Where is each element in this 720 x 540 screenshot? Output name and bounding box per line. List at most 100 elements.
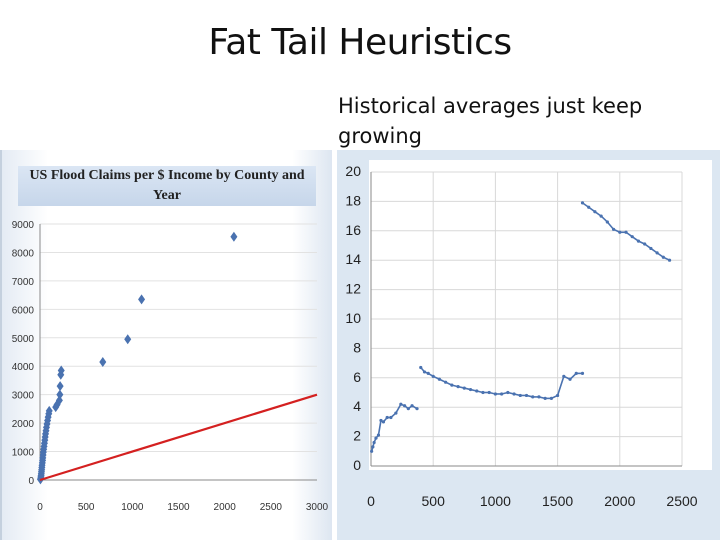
data-point (372, 440, 376, 445)
data-point (524, 393, 529, 398)
data-point (493, 392, 497, 396)
data-point (556, 393, 560, 398)
x-tick-label: 0 (37, 502, 43, 513)
data-point (57, 365, 65, 376)
data-point (55, 395, 63, 406)
data-point (475, 389, 479, 393)
data-point (394, 411, 398, 415)
data-point (406, 407, 410, 411)
historical-average-line-plot: 0 2 4 6 8 10 12 14 16 18 20 0 500 1000 1500 2000 2500 (345, 160, 712, 509)
series-segment (395, 403, 402, 414)
data-point (506, 390, 510, 395)
y-tick-label: 6 (353, 369, 361, 385)
y-tick-label: 14 (345, 251, 361, 267)
data-point (426, 371, 430, 375)
trend-line (39, 393, 318, 482)
y-tick-label: 8 (353, 339, 361, 355)
x-tick-label: 2000 (214, 502, 237, 513)
data-point (624, 230, 628, 234)
y-tick-label: 8000 (12, 248, 35, 259)
x-tick-label: 0 (367, 493, 375, 509)
data-point (402, 404, 407, 408)
data-point (655, 251, 659, 255)
data-point (230, 231, 238, 242)
flood-claims-scatter-plot: 0 1000 2000 3000 4000 5000 6000 7000 8000 9000 0 50… (12, 220, 329, 513)
data-point (611, 227, 616, 231)
data-point (649, 246, 653, 251)
data-point (580, 371, 585, 375)
data-point (450, 383, 454, 387)
data-point (580, 201, 585, 205)
data-point (381, 420, 386, 424)
data-point (605, 220, 609, 224)
data-point (138, 294, 146, 305)
data-point (636, 239, 641, 243)
data-point (667, 258, 672, 262)
y-tick-label: 2 (353, 428, 361, 444)
data-point (599, 214, 603, 218)
series-segment (556, 376, 565, 396)
y-tick-label: 4 (353, 398, 361, 414)
x-tick-label: 3000 (306, 502, 329, 513)
data-point (587, 205, 591, 209)
data-point (45, 405, 53, 416)
data-point (379, 418, 383, 423)
data-point (399, 402, 403, 406)
data-point (537, 395, 541, 399)
y-tick-label: 7000 (12, 277, 35, 288)
data-point (56, 381, 64, 392)
data-point (543, 396, 547, 400)
x-tick-label: 2500 (260, 502, 283, 513)
data-point (431, 374, 435, 378)
flood-claims-chart-panel: US Flood Claims per $ Income by County a… (0, 150, 332, 540)
data-point (437, 377, 442, 381)
data-point (518, 393, 522, 398)
y-tick-label: 20 (345, 163, 361, 179)
historical-average-chart-panel: 0 2 4 6 8 10 12 14 16 18 20 0 500 1000 1500 2000 2500 (337, 150, 720, 540)
data-point (468, 387, 473, 392)
data-point (512, 392, 516, 396)
data-point (661, 255, 665, 259)
data-point (56, 389, 64, 400)
data-point (618, 230, 622, 234)
chart-title: US Flood Claims per $ Income by County a… (18, 166, 316, 206)
data-point (376, 433, 381, 437)
y-tick-label: 10 (345, 310, 361, 326)
slide-subtitle: Historical averages just keep growing (338, 94, 643, 148)
data-point (549, 396, 553, 400)
x-tick-label: 500 (422, 493, 446, 509)
y-tick-label: 3000 (12, 391, 35, 402)
y-tick-label: 18 (345, 192, 361, 208)
data-point (487, 390, 491, 395)
data-point (462, 386, 466, 390)
data-point (643, 242, 647, 246)
data-point (531, 395, 535, 399)
x-tick-label: 1500 (167, 502, 190, 513)
data-point (371, 445, 375, 449)
data-point (444, 380, 448, 384)
y-tick-label: 5000 (12, 334, 35, 345)
data-point (593, 210, 597, 214)
data-point (562, 374, 566, 378)
y-tick-label: 16 (345, 222, 361, 238)
x-tick-label: 2000 (604, 493, 635, 509)
y-tick-label: 0 (28, 476, 34, 487)
data-point (389, 415, 393, 420)
data-point (410, 404, 414, 408)
y-tick-label: 2000 (12, 419, 35, 430)
data-point (481, 390, 485, 395)
data-point (374, 436, 378, 440)
data-point (370, 449, 374, 453)
x-tick-label: 1500 (542, 493, 573, 509)
y-tick-label: 9000 (12, 220, 35, 231)
data-point (415, 407, 419, 411)
x-tick-label: 2500 (666, 493, 697, 509)
y-tick-label: 1000 (12, 448, 35, 459)
y-tick-label: 0 (353, 457, 361, 473)
data-point (456, 385, 460, 389)
y-tick-label: 4000 (12, 362, 35, 373)
data-point (419, 365, 423, 370)
x-tick-label: 1000 (480, 493, 511, 509)
x-tick-label: 1000 (121, 502, 144, 513)
data-point (630, 235, 634, 239)
